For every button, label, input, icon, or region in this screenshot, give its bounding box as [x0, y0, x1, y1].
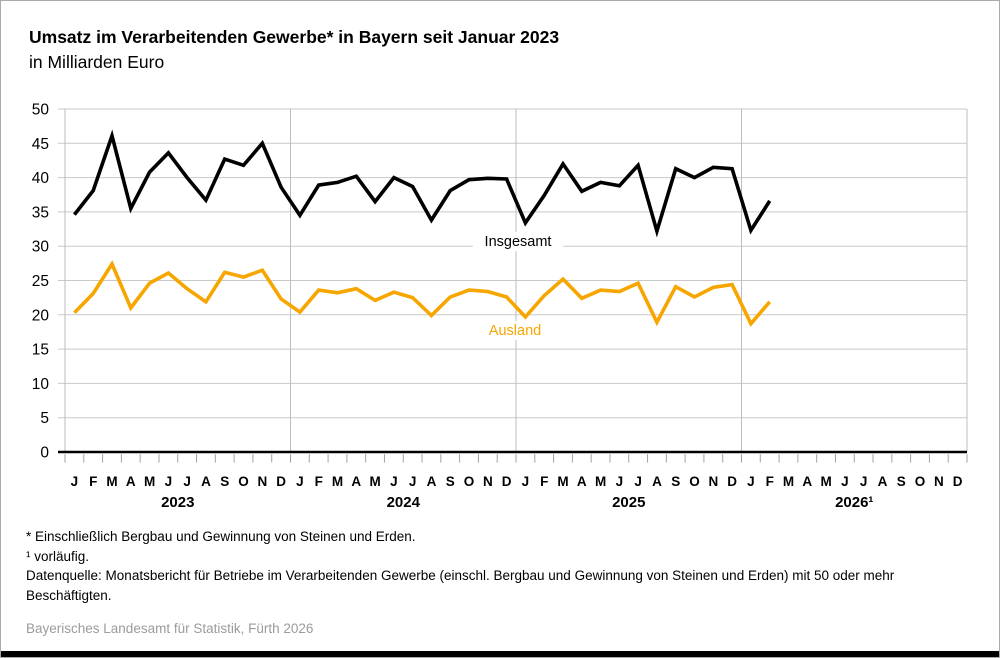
bottom-bar — [1, 651, 999, 657]
month-label: J — [296, 474, 304, 489]
month-label: S — [671, 474, 680, 489]
month-label: M — [144, 474, 155, 489]
month-label: S — [220, 474, 229, 489]
year-label: 2023 — [161, 494, 194, 511]
chart-subtitle: in Milliarden Euro — [29, 52, 165, 72]
month-label: J — [841, 474, 849, 489]
insgesamt-line — [72, 129, 772, 238]
month-label: O — [238, 474, 249, 489]
month-label: S — [897, 474, 906, 489]
month-label: F — [315, 474, 323, 489]
month-label: D — [953, 474, 963, 489]
footnotes: * Einschließlich Bergbau und Gewinnung v… — [26, 527, 976, 605]
month-label: F — [540, 474, 548, 489]
y-tick-label: 10 — [32, 376, 50, 393]
month-label: J — [747, 474, 755, 489]
year-label: 2024 — [387, 494, 421, 511]
footnote-asterisk: * Einschließlich Bergbau und Gewinnung v… — [26, 529, 416, 544]
month-label: D — [502, 474, 512, 489]
month-label: M — [557, 474, 568, 489]
y-tick-label: 35 — [32, 204, 49, 221]
month-label: O — [915, 474, 926, 489]
month-label: J — [634, 474, 642, 489]
month-label: J — [860, 474, 868, 489]
month-label: S — [446, 474, 455, 489]
footnote-datasource: Datenquelle: Monatsbericht für Betriebe … — [26, 568, 895, 603]
y-tick-label: 15 — [32, 342, 49, 359]
month-label: D — [727, 474, 737, 489]
month-label: N — [257, 474, 267, 489]
month-label: M — [332, 474, 343, 489]
month-label: F — [89, 474, 97, 489]
source-credit: Bayerisches Landesamt für Statistik, Für… — [26, 621, 314, 636]
month-label: M — [369, 474, 380, 489]
month-label: A — [577, 474, 587, 489]
insgesamt-label-mask — [473, 232, 563, 251]
year-label: 2025 — [612, 494, 645, 511]
y-tick-label: 25 — [32, 273, 49, 290]
month-label: J — [165, 474, 173, 489]
month-label: D — [276, 474, 286, 489]
month-label: F — [766, 474, 774, 489]
month-label: N — [708, 474, 718, 489]
chart-title: Umsatz im Verarbeitenden Gewerbe* in Bay… — [29, 27, 560, 47]
month-label: O — [689, 474, 700, 489]
y-tick-label: 45 — [32, 136, 49, 153]
month-label: J — [183, 474, 191, 489]
month-label: O — [464, 474, 475, 489]
month-label: M — [820, 474, 831, 489]
month-label: N — [483, 474, 493, 489]
insgesamt-label: Insgesamt — [485, 234, 552, 250]
month-label: A — [878, 474, 888, 489]
y-tick-label: 50 — [32, 102, 50, 119]
year-label: 2026¹ — [835, 494, 873, 511]
ausland-label: Ausland — [489, 323, 541, 339]
y-tick-label: 30 — [32, 239, 50, 256]
y-tick-label: 20 — [32, 307, 50, 324]
month-label: N — [934, 474, 944, 489]
month-label: A — [126, 474, 136, 489]
footnote-preliminary: ¹ vorläufig. — [26, 548, 90, 564]
month-label: M — [106, 474, 117, 489]
ausland-line — [73, 260, 772, 327]
month-label: A — [652, 474, 662, 489]
month-label: A — [201, 474, 211, 489]
month-label: A — [351, 474, 361, 489]
month-label: J — [616, 474, 624, 489]
ausland-label-mask — [480, 321, 552, 340]
month-label: A — [802, 474, 812, 489]
month-label: J — [409, 474, 417, 489]
title-block: Umsatz im Verarbeitenden Gewerbe* in Bay… — [29, 25, 559, 75]
month-label: J — [390, 474, 398, 489]
month-label: A — [427, 474, 437, 489]
y-tick-label: 5 — [40, 410, 49, 427]
y-tick-label: 40 — [32, 170, 50, 187]
month-label: J — [522, 474, 530, 489]
month-label: M — [783, 474, 794, 489]
y-tick-label: 0 — [40, 445, 49, 462]
month-label: J — [71, 474, 79, 489]
month-label: M — [595, 474, 606, 489]
